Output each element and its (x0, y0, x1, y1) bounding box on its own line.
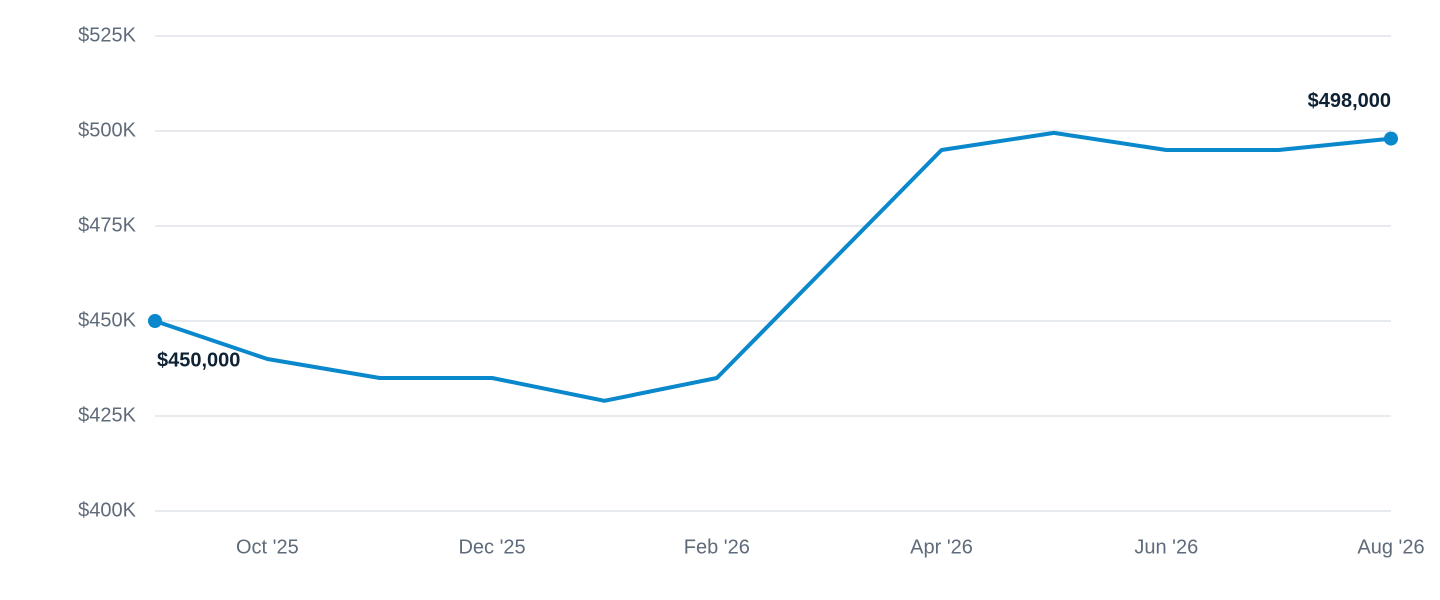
y-tick-label: $425K (78, 404, 136, 426)
y-tick-label: $500K (78, 119, 136, 141)
y-tick-label: $400K (78, 499, 136, 521)
x-tick-label: Apr '26 (910, 536, 973, 558)
end-marker (148, 314, 162, 328)
value-label: $450,000 (157, 349, 240, 371)
end-marker (1384, 131, 1398, 146)
y-tick-label: $525K (78, 24, 136, 46)
x-tick-label: Oct '25 (236, 536, 299, 558)
line (154, 130, 1392, 403)
x-tick-label: Aug '26 (1357, 536, 1424, 558)
y-tick-label: $475K (78, 214, 136, 236)
x-tick-label: Feb '26 (684, 536, 750, 558)
x-tick-label: Jun '26 (1134, 536, 1198, 558)
y-tick-label: $450K (78, 309, 136, 331)
value-label: $498,000 (1308, 90, 1391, 112)
x-tick-label: Dec '25 (458, 536, 525, 558)
